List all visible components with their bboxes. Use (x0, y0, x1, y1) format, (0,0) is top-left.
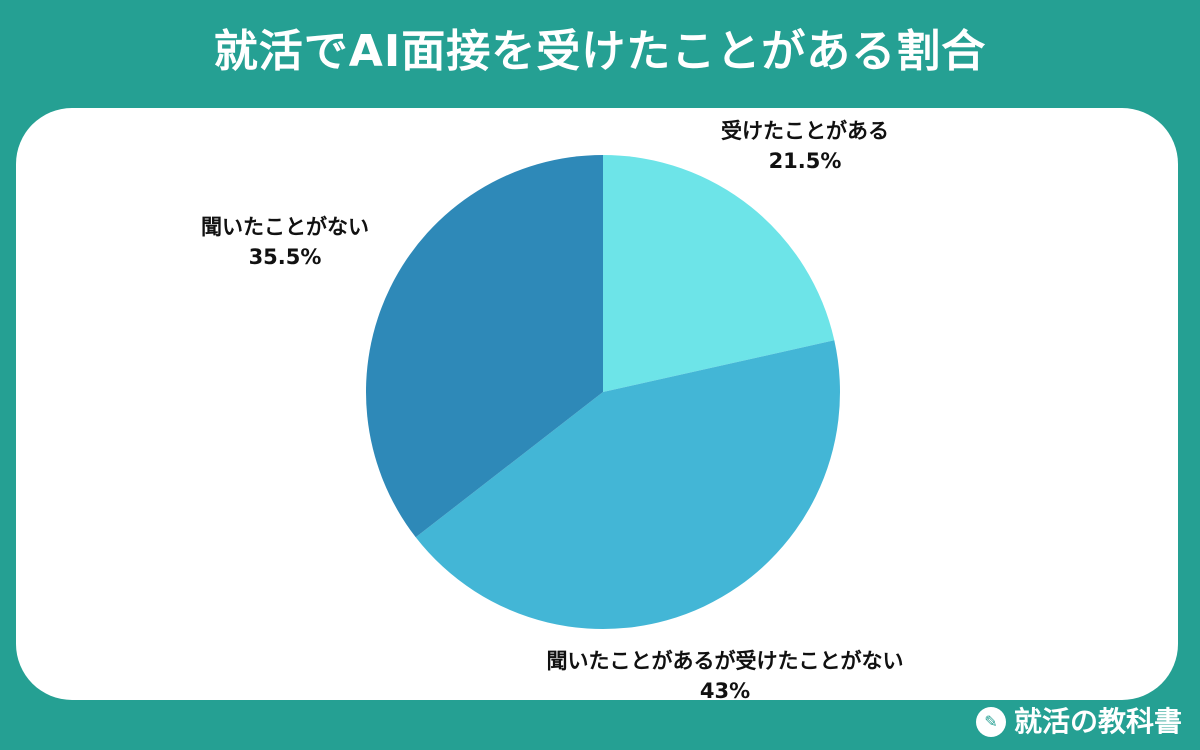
book-logo-icon: ✎ (975, 707, 1006, 737)
slice-label-heard-not-received-value: 43% (699, 679, 751, 703)
brand-name: 就活の教科書 (1013, 705, 1182, 738)
slice-label-heard-not-received: 聞いたことがあるが受けたことがない 43% (480, 646, 970, 706)
slice-label-never-heard: 聞いたことがない 35.5% (170, 212, 400, 272)
pie-slice-2 (366, 155, 603, 538)
slice-label-never-heard-name: 聞いたことがない (201, 215, 369, 239)
page-title: 就活でAI面接を受けたことがある割合 (213, 26, 987, 77)
slice-label-received-value: 21.5% (768, 149, 842, 173)
pie-slice-0 (603, 155, 835, 392)
slice-label-heard-not-received-name: 聞いたことがあるが受けたことがない (546, 649, 904, 673)
brand-logo: ✎ 就活の教科書 (975, 702, 1182, 742)
pie-slice-1 (415, 340, 840, 629)
pie-slices (366, 155, 840, 629)
slice-label-received-name: 受けたことがある (721, 119, 889, 143)
slice-label-received: 受けたことがある 21.5% (690, 116, 920, 176)
slice-label-never-heard-value: 35.5% (248, 245, 322, 269)
